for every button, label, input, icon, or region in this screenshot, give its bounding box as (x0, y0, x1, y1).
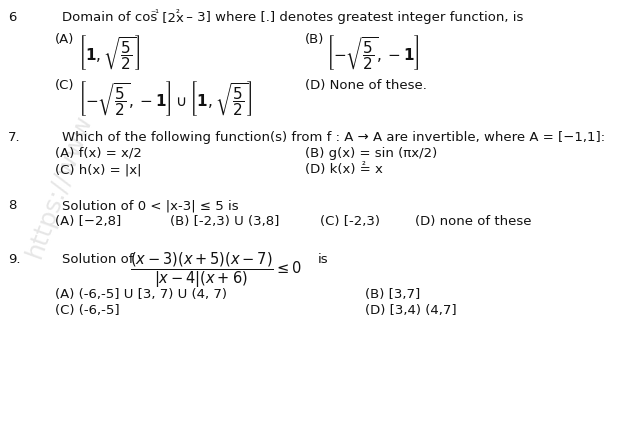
Text: 7.: 7. (8, 131, 20, 144)
Text: (D) [3,4) (4,7]: (D) [3,4) (4,7] (365, 304, 457, 317)
Text: (D) none of these: (D) none of these (415, 215, 531, 228)
Text: Which of the following function(s) from f : A → A are invertible, where A = [−1,: Which of the following function(s) from … (62, 131, 605, 144)
Text: ²: ² (176, 9, 180, 19)
Text: ²: ² (362, 161, 366, 171)
Text: (D) k(x) = x: (D) k(x) = x (305, 163, 383, 176)
Text: is: is (318, 253, 329, 266)
Text: Domain of cos: Domain of cos (62, 11, 157, 24)
Text: $\dfrac{(x-3)(x+5)(x-7)}{|x-4|(x+6)} \leq 0$: $\dfrac{(x-3)(x+5)(x-7)}{|x-4|(x+6)} \le… (130, 250, 302, 290)
Text: (B) [-2,3) U (3,8]: (B) [-2,3) U (3,8] (170, 215, 279, 228)
Text: 9.: 9. (8, 253, 20, 266)
Text: (C) [-2,3): (C) [-2,3) (320, 215, 380, 228)
Text: $\left[-\sqrt{\dfrac{5}{2}},-\mathbf{1}\right]$: $\left[-\sqrt{\dfrac{5}{2}},-\mathbf{1}\… (326, 33, 420, 72)
Text: 6: 6 (8, 11, 16, 24)
Text: [2x: [2x (158, 11, 184, 24)
Text: (B): (B) (305, 33, 324, 46)
Text: (A): (A) (55, 33, 74, 46)
Text: https://www: https://www (22, 111, 96, 261)
Text: Solution of 0 < |x-3| ≤ 5 is: Solution of 0 < |x-3| ≤ 5 is (62, 199, 239, 212)
Text: (C) h(x) = |x|: (C) h(x) = |x| (55, 163, 142, 176)
Text: (A) [−2,8]: (A) [−2,8] (55, 215, 121, 228)
Text: (A) (-6,-5] U [3, 7) U (4, 7): (A) (-6,-5] U [3, 7) U (4, 7) (55, 288, 227, 301)
Text: 8: 8 (8, 199, 16, 212)
Text: ⁻¹: ⁻¹ (150, 9, 159, 19)
Text: (C) (-6,-5]: (C) (-6,-5] (55, 304, 120, 317)
Text: – 3] where [.] denotes greatest integer function, is: – 3] where [.] denotes greatest integer … (182, 11, 523, 24)
Text: (C): (C) (55, 79, 75, 92)
Text: (A) f(x) = x/2: (A) f(x) = x/2 (55, 147, 142, 160)
Text: (B) [3,7]: (B) [3,7] (365, 288, 420, 301)
Text: (B) g(x) = sin (πx/2): (B) g(x) = sin (πx/2) (305, 147, 438, 160)
Text: $\left[-\sqrt{\dfrac{5}{2}},-\mathbf{1}\right] \cup \left[\mathbf{1},\sqrt{\dfra: $\left[-\sqrt{\dfrac{5}{2}},-\mathbf{1}\… (78, 79, 252, 117)
Text: $\left[\mathbf{1},\sqrt{\dfrac{5}{2}}\right]$: $\left[\mathbf{1},\sqrt{\dfrac{5}{2}}\ri… (78, 33, 140, 72)
Text: Solution of: Solution of (62, 253, 133, 266)
Text: (D) None of these.: (D) None of these. (305, 79, 427, 92)
